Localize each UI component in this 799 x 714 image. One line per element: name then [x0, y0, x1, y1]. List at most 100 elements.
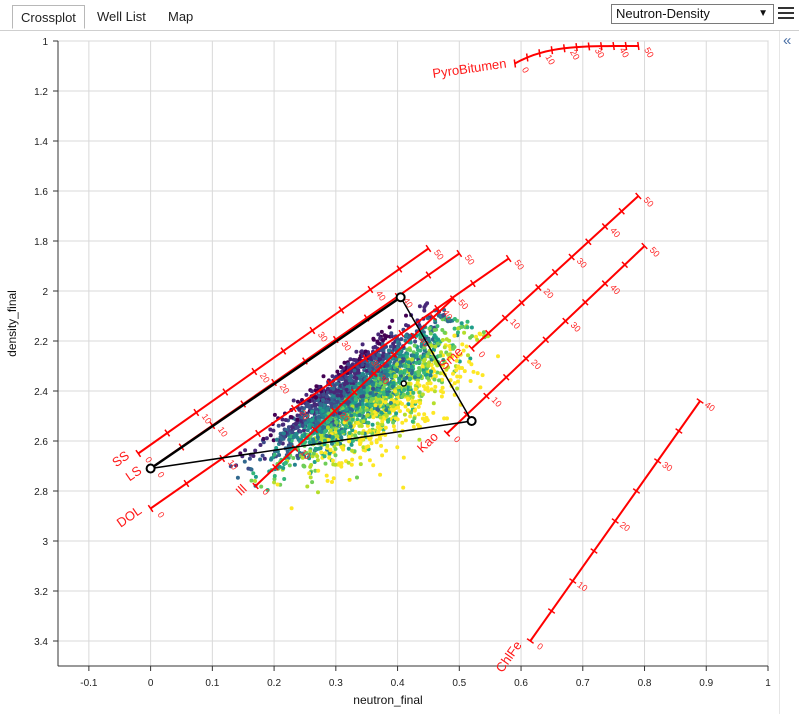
scatter-point — [452, 345, 457, 349]
y-tick-label: 1.8 — [34, 237, 48, 248]
scatter-point — [426, 363, 431, 368]
mineral-tick — [569, 578, 577, 584]
hamburger-menu-icon[interactable] — [778, 7, 794, 22]
scatter-point — [390, 384, 395, 389]
scatter-point — [357, 373, 362, 378]
scatter-point — [274, 446, 279, 450]
tab-map[interactable]: Map — [168, 9, 194, 24]
mineral-tick — [485, 329, 492, 337]
mineral-tick — [311, 426, 319, 434]
mineral-tick — [501, 314, 509, 322]
scatter-point — [459, 321, 464, 326]
scatter-point — [435, 341, 440, 346]
mineral-tick — [164, 429, 171, 437]
mineral-tick-label: 0 — [452, 434, 463, 445]
crossplot-chart[interactable]: -0.1 0 0.1 0.2 0.3 0.4 0.5 0.6 0.7 0.8 0.9 1 1 1.2 1.4… — [0, 31, 779, 714]
scatter-point — [333, 447, 338, 451]
scatter-point — [428, 331, 433, 336]
mineral-tick-label: 40 — [703, 400, 717, 414]
scatter-point — [406, 381, 411, 386]
scatter-point — [411, 424, 416, 429]
scatter-point — [307, 440, 312, 445]
scatter-point — [307, 422, 312, 427]
scatter-point — [385, 392, 390, 397]
scatter-point — [264, 436, 269, 441]
scatter-point — [452, 326, 457, 331]
scatter-point — [425, 418, 430, 423]
scatter-point — [357, 438, 362, 443]
scatter-point — [409, 404, 414, 408]
scatter-point — [305, 428, 310, 433]
scatter-point — [394, 356, 399, 361]
scatter-point — [349, 442, 354, 447]
scatter-point — [395, 368, 400, 372]
scatter-point — [378, 381, 383, 386]
mineral-tick — [449, 295, 457, 302]
scatter-point — [346, 446, 351, 451]
scatter-point — [379, 329, 384, 334]
scatter-point — [454, 368, 459, 373]
scatter-point — [293, 421, 298, 426]
scatter-point — [390, 318, 395, 323]
scatter-point — [380, 341, 385, 346]
scatter-point — [375, 407, 380, 412]
scatter-point — [451, 371, 455, 376]
y-tick-label: 2.6 — [34, 437, 48, 448]
triangle[interactable] — [145, 292, 477, 474]
scatter-point — [316, 414, 321, 419]
mineral-tick — [550, 46, 554, 55]
scatter-point — [304, 404, 309, 409]
scatter-point — [447, 344, 452, 349]
tab-crossplot[interactable]: Crossplot — [12, 5, 85, 29]
plot-type-select[interactable]: Neutron-Density ▼ — [611, 4, 774, 24]
mineral-tick — [390, 351, 398, 359]
scatter-point — [326, 425, 330, 430]
scatter-point — [391, 420, 396, 425]
scatter-point — [297, 407, 302, 412]
scatter-point — [368, 367, 372, 372]
tab-well-list[interactable]: Well List — [97, 9, 146, 24]
scatter-point — [344, 374, 349, 379]
scatter-point — [321, 392, 326, 397]
mineral-tick-label: 10 — [508, 317, 522, 331]
scatter-point — [455, 374, 460, 379]
scatter-point — [353, 397, 358, 402]
scatter-point — [428, 381, 433, 386]
scatter-point — [350, 457, 355, 462]
scatter-point — [342, 420, 347, 425]
scatter-point — [310, 398, 315, 403]
scatter-point — [410, 371, 414, 376]
scatter-point — [404, 354, 409, 359]
scatter-point — [456, 379, 460, 384]
scatter-point — [466, 353, 470, 358]
mineral-tick — [538, 49, 541, 58]
scatter-point — [396, 385, 401, 390]
x-tick-label: -0.1 — [80, 678, 98, 689]
scatter-point — [441, 313, 446, 318]
scatter-point — [322, 454, 327, 459]
scatter-point — [311, 437, 316, 442]
scatter-point — [380, 354, 385, 358]
mineral-tick — [696, 398, 704, 404]
scatter-point — [432, 377, 437, 382]
double-chevron-left-icon[interactable]: « — [783, 32, 792, 49]
scatter-point — [228, 464, 233, 469]
scatter-point — [283, 460, 288, 465]
scatter-point — [429, 369, 434, 374]
mineral-tick-label: 50 — [512, 258, 526, 272]
scatter-point — [395, 445, 400, 450]
scatter-point — [380, 360, 385, 365]
scatter-point — [458, 352, 463, 357]
scatter-point — [431, 410, 436, 415]
scatter-point — [258, 443, 263, 447]
top-bar: Crossplot Well List Map Neutron-Density … — [0, 0, 799, 31]
scatter-point — [365, 423, 370, 428]
scatter-point — [437, 378, 441, 383]
scatter-point — [291, 434, 296, 439]
scatter-point — [452, 333, 457, 338]
scatter-point — [388, 360, 392, 364]
scatter-point — [379, 410, 384, 415]
scatter-point — [331, 386, 336, 391]
scatter-point — [475, 337, 480, 342]
scatter-point — [295, 453, 300, 458]
